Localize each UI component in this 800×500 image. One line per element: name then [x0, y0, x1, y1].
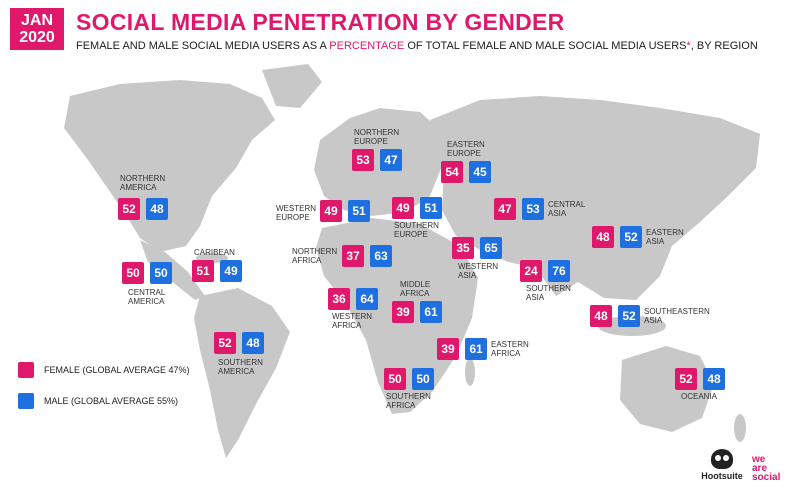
north-america-shape: [64, 80, 275, 252]
subtitle-part-c: , BY REGION: [690, 40, 758, 52]
europe-shape: [314, 108, 442, 216]
female-value: 52: [675, 368, 697, 390]
female-value: 48: [590, 305, 612, 327]
female-value: 36: [328, 288, 350, 310]
male-value: 52: [618, 305, 640, 327]
male-value: 52: [620, 226, 642, 248]
male-value: 63: [370, 245, 392, 267]
page-title: SOCIAL MEDIA PENETRATION BY GENDER: [76, 9, 565, 35]
male-value: 50: [412, 368, 434, 390]
female-value: 50: [122, 262, 144, 284]
region-label: CENTRAL ASIA: [548, 200, 586, 218]
region-label: SOUTHEASTERN ASIA: [644, 307, 710, 325]
region-label: EASTERN ASIA: [646, 228, 684, 246]
male-value: 49: [220, 260, 242, 282]
male-value: 64: [356, 288, 378, 310]
male-value: 61: [465, 338, 487, 360]
region-label: SOUTHERN AFRICA: [386, 392, 431, 410]
female-value: 54: [441, 161, 463, 183]
male-value: 45: [469, 161, 491, 183]
region-label: EASTERN AFRICA: [491, 340, 529, 358]
greenland-shape: [262, 64, 322, 108]
subtitle-asterisk: *: [686, 40, 691, 52]
region-label: NORTHERN EUROPE: [354, 128, 400, 146]
female-value: 49: [320, 200, 342, 222]
south-america-shape: [194, 288, 290, 458]
legend-male-label: MALE (GLOBAL AVERAGE 55%): [44, 396, 179, 406]
region-label: MIDDLE AFRICA: [400, 280, 431, 298]
date-badge: JAN 2020: [10, 8, 64, 50]
hootsuite-wordmark: Hootsuite: [701, 471, 743, 481]
region-label: WESTERN AFRICA: [332, 312, 372, 330]
date-month: JAN: [20, 12, 53, 29]
male-value: 61: [420, 301, 442, 323]
male-value: 65: [480, 237, 502, 259]
female-value: 50: [384, 368, 406, 390]
male-value: 53: [522, 198, 544, 220]
female-value: 35: [452, 237, 474, 259]
female-value: 49: [392, 197, 414, 219]
region-label: SOUTHERN AMERICA: [218, 358, 263, 376]
male-value: 51: [420, 197, 442, 219]
female-value: 52: [118, 198, 140, 220]
male-value: 51: [348, 200, 370, 222]
region-label: OCEANIA: [681, 392, 718, 401]
region-label: SOUTHERN ASIA: [526, 284, 571, 302]
owl-icon: [711, 449, 733, 469]
female-value: 48: [592, 226, 614, 248]
region-label: CARIBEAN: [194, 248, 235, 257]
male-value: 48: [242, 332, 264, 354]
hootsuite-logo: Hootsuite: [696, 449, 748, 481]
region-label: NORTHERN AFRICA: [292, 247, 338, 265]
asia-shape: [430, 96, 760, 300]
region-label: WESTERN EUROPE: [276, 204, 316, 222]
madagascar-shape: [465, 358, 475, 386]
legend-female-swatch: [18, 362, 34, 378]
female-value: 51: [192, 260, 214, 282]
female-value: 53: [352, 149, 374, 171]
region-label: WESTERN ASIA: [458, 262, 498, 280]
female-value: 24: [520, 260, 542, 282]
female-value: 47: [494, 198, 516, 220]
region-label: EASTERN EUROPE: [447, 140, 485, 158]
subtitle-part-a: FEMALE AND MALE SOCIAL MEDIA USERS AS A: [76, 40, 330, 52]
region-label: SOUTHERN EUROPE: [394, 221, 439, 239]
legend-female-label: FEMALE (GLOBAL AVERAGE 47%): [44, 365, 190, 375]
male-value: 76: [548, 260, 570, 282]
region-label: CENTRAL AMERICA: [128, 288, 166, 306]
female-value: 37: [342, 245, 364, 267]
subtitle-part-b: OF TOTAL FEMALE AND MALE SOCIAL MEDIA US…: [404, 40, 687, 52]
male-value: 50: [150, 262, 172, 284]
legend-female: FEMALE (GLOBAL AVERAGE 47%): [18, 362, 190, 378]
male-value: 47: [380, 149, 402, 171]
female-value: 39: [392, 301, 414, 323]
australia-shape: [620, 346, 714, 432]
japan-shape: [676, 192, 688, 228]
male-value: 48: [703, 368, 725, 390]
legend-male-swatch: [18, 393, 34, 409]
legend-male: MALE (GLOBAL AVERAGE 55%): [18, 393, 178, 409]
region-label: NORTHERN AMERICA: [120, 174, 166, 192]
page-subtitle: FEMALE AND MALE SOCIAL MEDIA USERS AS A …: [76, 40, 758, 52]
we-are-social-logo: we are social: [752, 454, 781, 483]
date-year: 2020: [19, 29, 55, 46]
subtitle-highlight: PERCENTAGE: [329, 40, 405, 52]
female-value: 39: [437, 338, 459, 360]
central-america-shape: [140, 240, 205, 300]
new-zealand-shape: [734, 414, 746, 442]
male-value: 48: [146, 198, 168, 220]
female-value: 52: [214, 332, 236, 354]
